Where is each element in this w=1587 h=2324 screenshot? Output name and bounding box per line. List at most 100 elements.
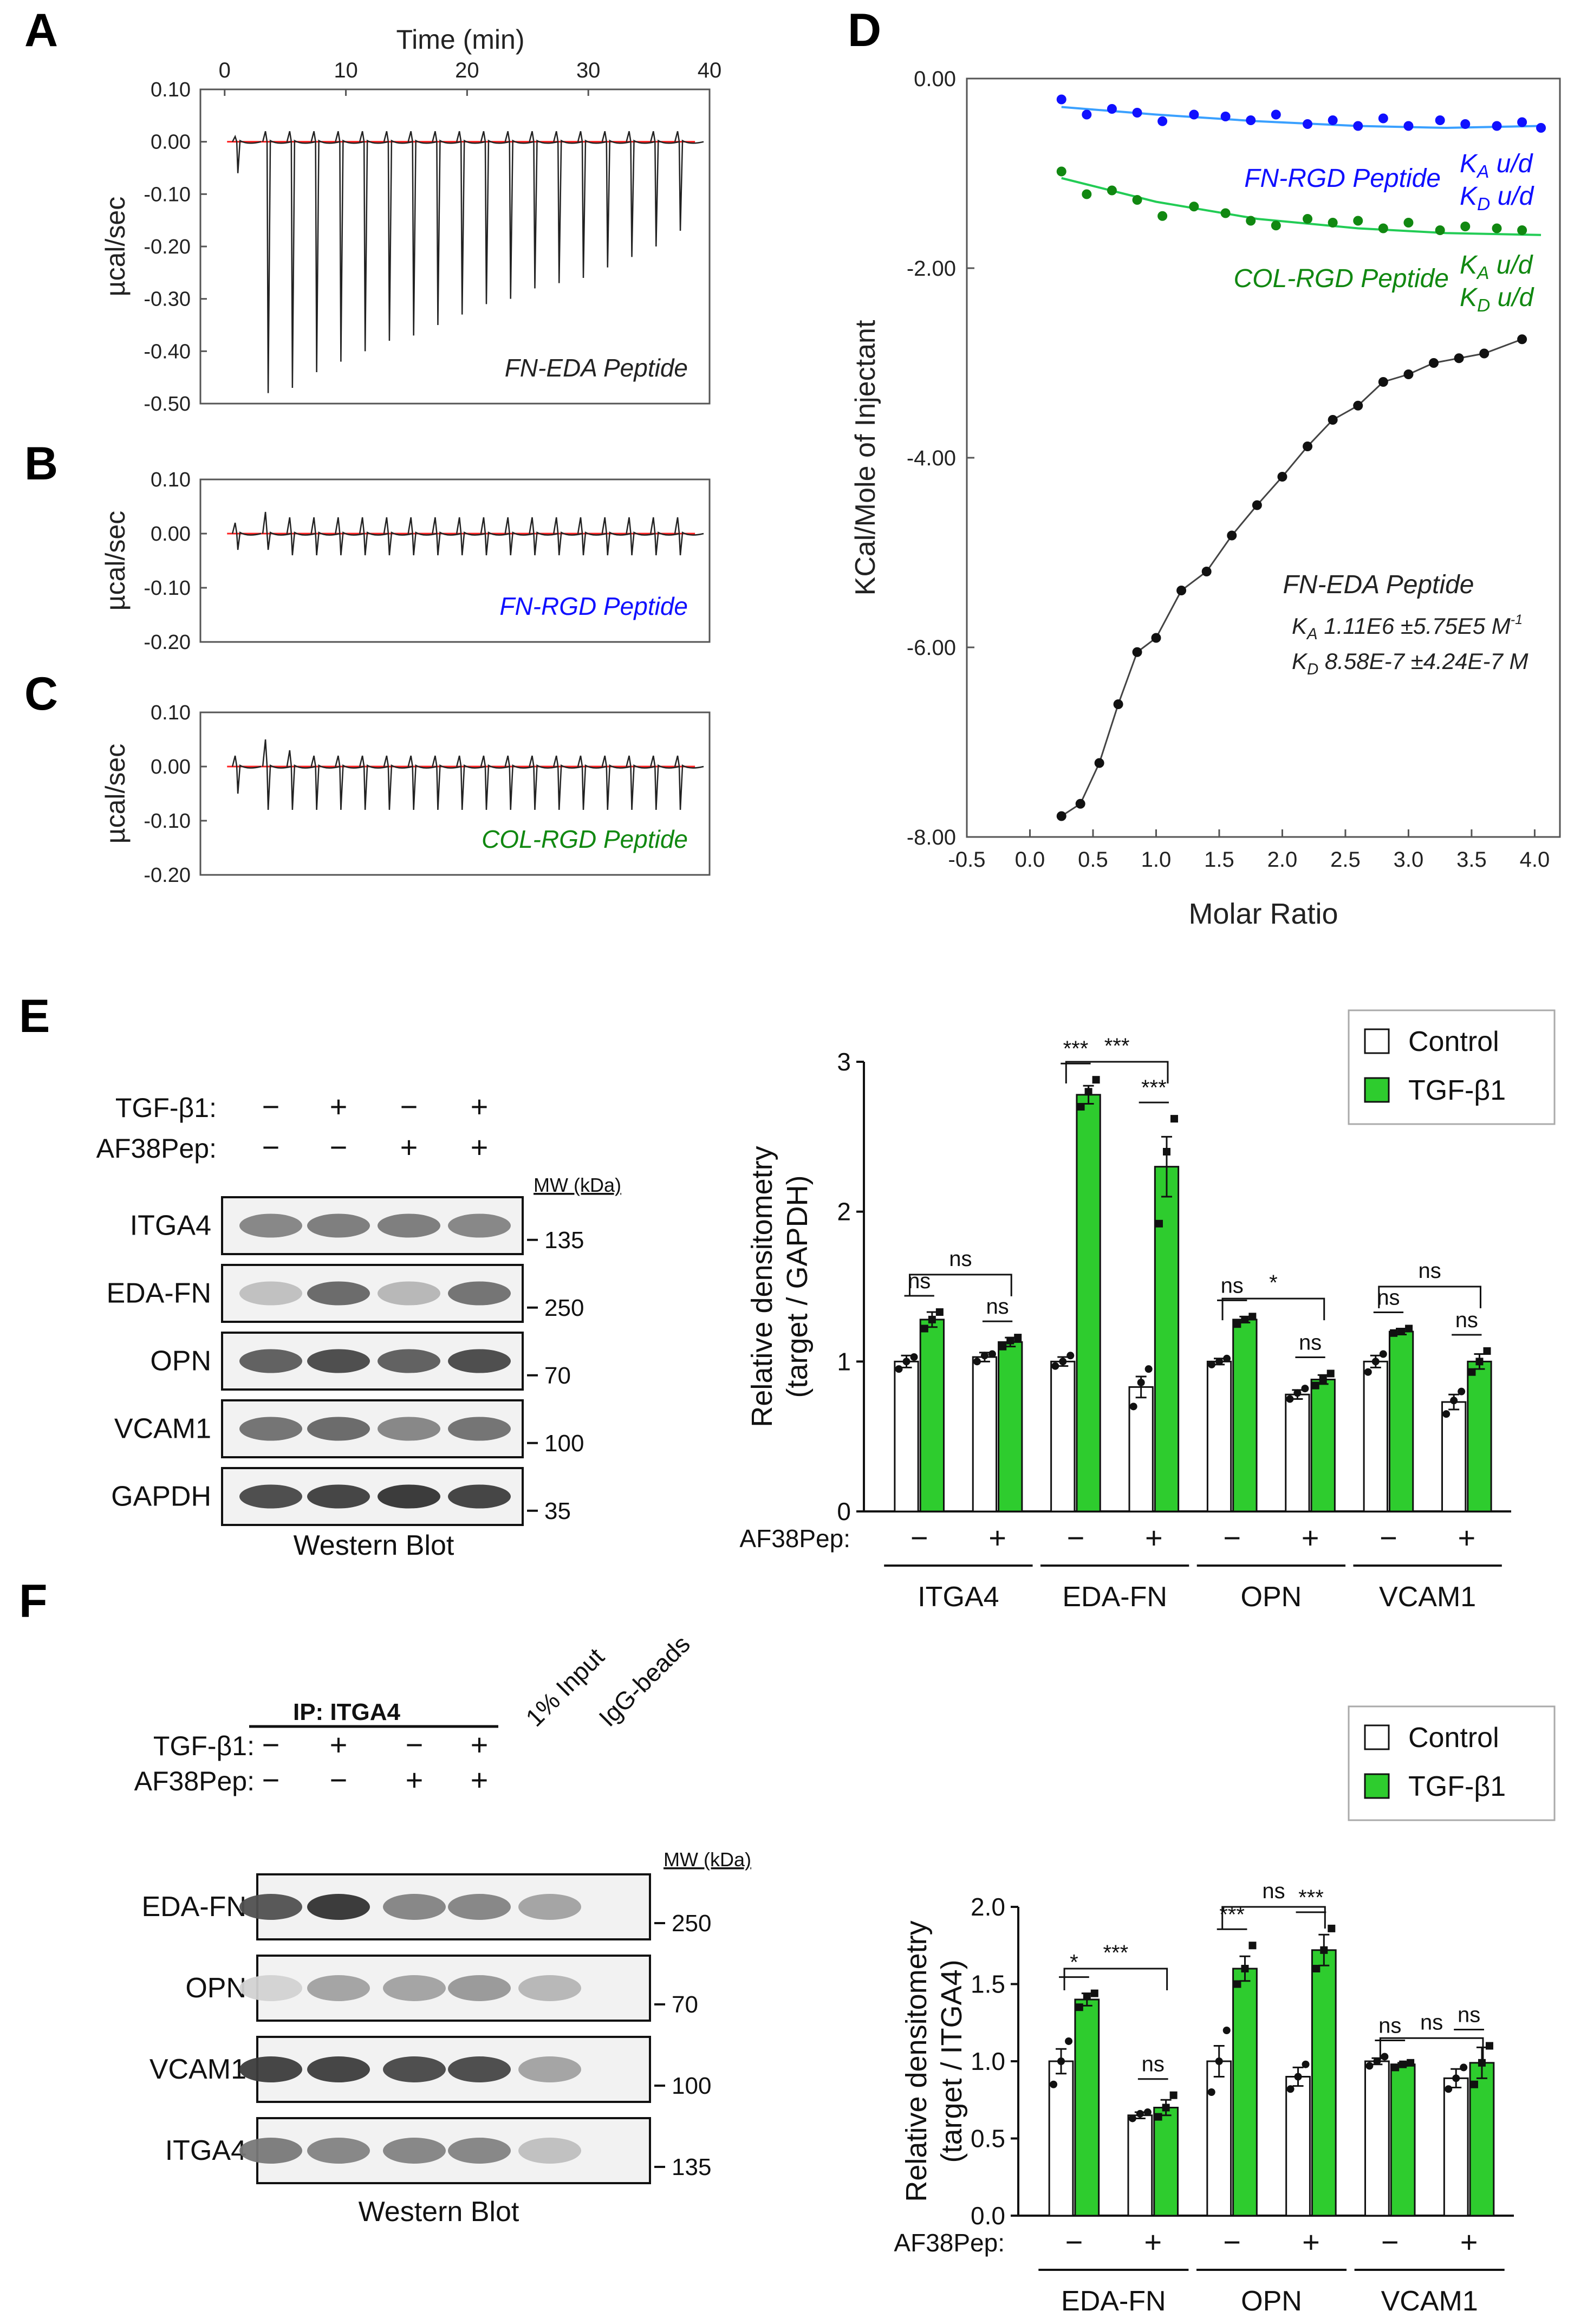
data-point-tgf [1170, 1115, 1178, 1123]
group-label: EDA-FN [1062, 1581, 1167, 1613]
legend-swatch-control [1364, 1724, 1390, 1750]
bar-control [1127, 2114, 1153, 2217]
bar-control [1206, 1360, 1232, 1512]
data-point [1107, 104, 1117, 114]
injection-peak [674, 755, 704, 810]
y-tick-label: 0.10 [151, 469, 191, 491]
injection-peak [504, 755, 535, 810]
data-point-control [980, 1352, 988, 1360]
protein-band [518, 2138, 581, 2164]
western-blot-f: TGF-β1: − + − +AF38Pep: − − + +IP: ITGA4 1% Input… [134, 1630, 751, 2228]
legend-label-tgf: TGF-β1 [1408, 1075, 1506, 1106]
data-point-tgf [1390, 1329, 1398, 1337]
data-point [1132, 647, 1142, 657]
injection-peak [359, 517, 389, 556]
data-point-tgf [1233, 1980, 1241, 1988]
data-point [1246, 115, 1256, 125]
af-sign: + [1460, 2225, 1478, 2259]
group-label: OPN [1241, 2286, 1302, 2317]
protein-band [448, 1349, 511, 1373]
ip-label: IP: ITGA4 [293, 1699, 401, 1725]
data-point [1353, 121, 1363, 131]
protein-band [307, 2056, 370, 2082]
injection-peak [529, 517, 558, 556]
protein-band [448, 1417, 511, 1441]
fn-rgd-kd: KD u/d [1460, 182, 1534, 215]
injection-peak [286, 131, 316, 388]
protein-band [239, 2138, 302, 2164]
y-tick-label: 0.10 [151, 79, 191, 101]
data-point-control [1207, 2088, 1215, 2096]
treatment-sign: + [471, 1130, 489, 1164]
y-tick-label: 1.5 [971, 1970, 1005, 1998]
injection-peak [577, 755, 607, 810]
treatment-sign: + [330, 1089, 348, 1124]
data-point-control [1364, 1368, 1372, 1376]
injection-peak [456, 131, 486, 315]
injection-peak [601, 755, 632, 810]
data-point [1479, 348, 1490, 359]
sig-label: ns [1262, 1879, 1285, 1903]
injection-peak [407, 131, 437, 336]
data-point-control [1215, 1358, 1224, 1366]
legend-swatch-tgf [1364, 1773, 1390, 1799]
treatment-sign: + [471, 1089, 489, 1124]
sig-bracket [1063, 1968, 1168, 1990]
panel-label-d: D [848, 4, 881, 56]
protein-band [448, 1213, 511, 1238]
sig-label: * [1070, 1951, 1078, 1975]
data-point [1082, 189, 1092, 199]
protein-band [307, 1484, 370, 1509]
data-point [1328, 115, 1338, 125]
protein-band [307, 1894, 370, 1920]
data-point [1435, 115, 1445, 125]
protein-band [239, 1894, 302, 1920]
injection-peak [335, 755, 365, 810]
data-point [1353, 400, 1363, 411]
y-axis-title: µcal/sec [100, 744, 131, 843]
band-label: GAPDH [111, 1481, 211, 1512]
data-point-control [1294, 2073, 1302, 2081]
y-axis-title: KCal/Mole of Injectant [850, 320, 881, 595]
col-rgd-kd: KD u/d [1460, 283, 1534, 316]
isotherm-panel-d: 0.00 -2.00 -4.00 -6.00 -8.00-0.5 0.0 0.5 1.0 1.5… [850, 67, 1561, 930]
bar-control [1364, 2060, 1390, 2217]
injection-peak [432, 755, 461, 810]
injection-peak [577, 131, 607, 278]
plot-frame [199, 478, 711, 643]
group-label: EDA-FN [1061, 2286, 1166, 2317]
data-point-control [1128, 2114, 1136, 2122]
protein-band [448, 1894, 511, 1920]
extra-lane-label: 1% Input [520, 1643, 609, 1732]
data-point [1082, 109, 1092, 120]
plot-frame [199, 711, 711, 876]
bar-tgf [1074, 1998, 1100, 2217]
band-label: OPN [150, 1346, 211, 1377]
legend-swatch-tgf [1364, 1077, 1390, 1103]
itc-panel-c: 0.10 0.00 -0.10 -0.20 µcal/sec COL-RGD Peptid… [100, 702, 711, 887]
protein-band [448, 1281, 511, 1306]
af-sign: − [1067, 1521, 1085, 1555]
af-sign: − [1380, 1521, 1397, 1555]
data-point-control [1442, 1410, 1451, 1418]
data-point-tgf [1475, 1358, 1484, 1366]
data-point-tgf [1083, 1992, 1091, 2001]
bar-tgf [1076, 1094, 1101, 1512]
injection-peak [383, 517, 413, 556]
peptide-annotation: FN-RGD Peptide [499, 592, 688, 620]
data-point [1536, 123, 1546, 133]
data-point [1132, 195, 1142, 205]
y-axis-title: Relative densitometry [746, 1146, 778, 1427]
y-tick-label: 0.00 [914, 67, 956, 91]
treatment-sign: − [400, 1089, 418, 1124]
injection-peak [601, 517, 632, 556]
data-point [1189, 109, 1199, 120]
protein-band [378, 1417, 440, 1441]
sig-label: ns [1420, 2010, 1443, 2034]
data-point [1056, 811, 1066, 821]
blot-caption: Western Blot [359, 2196, 519, 2228]
mw-header: MW (kDa) [664, 1848, 751, 1871]
bar-tgf [919, 1319, 945, 1512]
data-point-tgf [1075, 2003, 1083, 2011]
protein-band [307, 1349, 370, 1373]
